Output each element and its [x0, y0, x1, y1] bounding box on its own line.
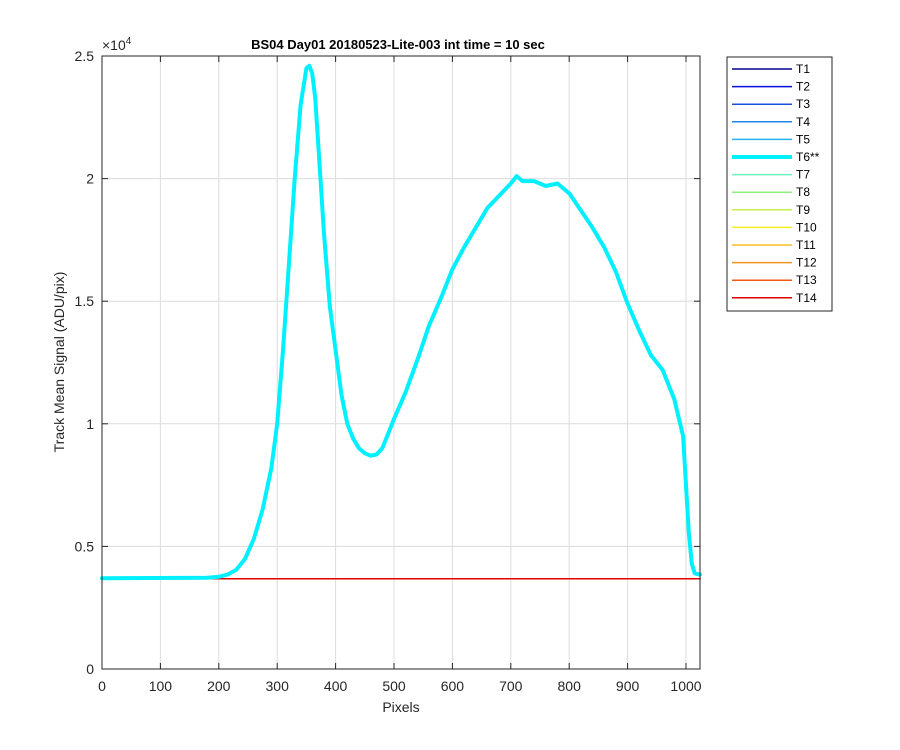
legend-label-t9: T9 — [796, 203, 810, 217]
x-tick-label: 200 — [207, 678, 231, 694]
y-axis-exponent: ×104 — [102, 36, 132, 53]
legend-label-t14: T14 — [796, 291, 817, 305]
legend-label-t7: T7 — [796, 168, 810, 182]
plot-area: 0 100 200 300 400 500 600 700 800 900 1000 0 0.5 1 1.… — [75, 48, 702, 694]
legend-label-t11: T11 — [796, 238, 816, 252]
legend-label-t1: T1 — [796, 62, 810, 76]
legend-label-t6: T6** — [796, 150, 820, 164]
y-axis-ticks: 0 0.5 1 1.5 2 2.5 — [75, 48, 700, 677]
y-tick-label: 2 — [86, 171, 94, 187]
x-tick-label: 700 — [499, 678, 523, 694]
legend-label-t4: T4 — [796, 115, 810, 129]
legend-label-t8: T8 — [796, 185, 810, 199]
x-tick-label: 600 — [441, 678, 465, 694]
x-tick-label: 0 — [98, 678, 106, 694]
legend: T1 T2 T3 T4 T5 T6** T7 T8 T9 T10 T11 T12 T13 T14 — [726, 56, 833, 312]
x-tick-label: 1000 — [670, 678, 701, 694]
series-lines — [100, 63, 702, 581]
x-tick-label: 100 — [149, 678, 173, 694]
series-line-t6 — [100, 63, 702, 581]
legend-label-t5: T5 — [796, 132, 810, 146]
legend-label-t3: T3 — [796, 97, 810, 111]
legend-label-t10: T10 — [796, 220, 817, 234]
legend-box — [726, 56, 833, 312]
y-axis-label: Track Mean Signal (ADU/pix) — [51, 272, 67, 453]
x-axis-label: Pixels — [382, 699, 419, 715]
legend-label-t12: T12 — [796, 256, 817, 270]
legend-items: T1 T2 T3 T4 T5 T6** T7 T8 T9 T10 T11 T12 T13 T14 — [732, 62, 820, 305]
grid-lines — [102, 56, 700, 669]
axes-background — [102, 56, 700, 669]
x-tick-label: 400 — [324, 678, 348, 694]
x-tick-label: 500 — [382, 678, 406, 694]
legend-label-t13: T13 — [796, 273, 817, 287]
y-tick-label: 0 — [86, 661, 94, 677]
y-tick-label: 2.5 — [75, 48, 95, 64]
x-tick-label: 800 — [558, 678, 582, 694]
y-tick-label: 0.5 — [75, 538, 95, 554]
chart-title: BS04 Day01 20180523-Lite-003 int time = … — [251, 37, 545, 52]
x-axis-ticks: 0 100 200 300 400 500 600 700 800 900 1000 — [98, 56, 702, 694]
y-tick-label: 1.5 — [75, 293, 95, 309]
axes-box — [101, 55, 701, 670]
y-tick-label: 1 — [86, 416, 94, 432]
legend-label-t2: T2 — [796, 80, 810, 94]
x-tick-label: 300 — [266, 678, 290, 694]
x-tick-label: 900 — [616, 678, 640, 694]
